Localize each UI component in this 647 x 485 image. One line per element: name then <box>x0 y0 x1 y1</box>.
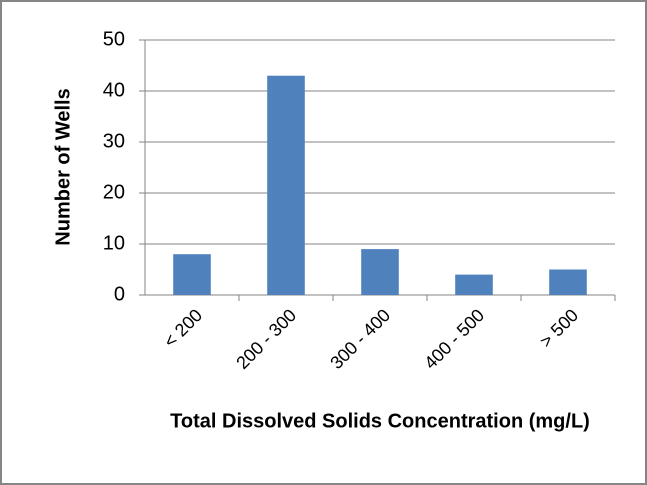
y-axis-title: Number of Wells <box>52 88 74 245</box>
bar <box>549 269 587 295</box>
y-tick-label: 20 <box>103 181 125 203</box>
y-tick-label: 50 <box>103 28 125 50</box>
x-axis-title: Total Dissolved Solids Concentration (mg… <box>170 410 590 432</box>
y-tick-label: 10 <box>103 232 125 254</box>
bar <box>173 254 211 295</box>
y-tick-label: 30 <box>103 130 125 152</box>
bar <box>361 249 399 295</box>
bar <box>267 75 305 295</box>
y-tick-label: 0 <box>114 283 125 305</box>
y-tick-label: 40 <box>103 79 125 101</box>
bar <box>455 274 493 295</box>
